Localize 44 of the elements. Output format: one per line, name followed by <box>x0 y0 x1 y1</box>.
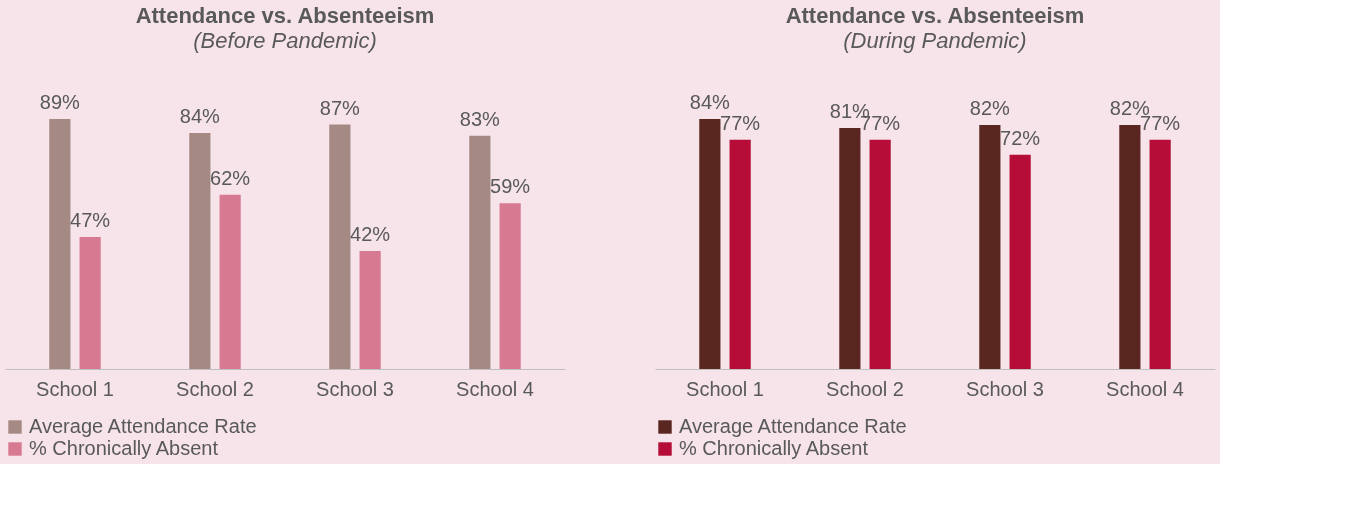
data-label: 84% <box>179 105 221 128</box>
data-label: 59% <box>490 175 531 198</box>
bar <box>79 236 101 369</box>
bar <box>359 251 381 369</box>
legend-label: Average Attendance Rate <box>29 415 257 437</box>
x-tick-label: School 3 <box>966 377 1044 400</box>
x-tick-label: School 1 <box>686 377 764 400</box>
bar <box>1149 139 1171 369</box>
bar <box>329 124 351 369</box>
data-label: 89% <box>39 91 81 113</box>
bar <box>49 119 71 369</box>
bar <box>1119 124 1141 369</box>
bar <box>699 119 721 369</box>
legend-label: Average Attendance Rate <box>679 415 907 437</box>
bar <box>979 124 1001 369</box>
chart-subtitle: (During Pandemic) <box>843 28 1027 53</box>
x-tick-label: School 4 <box>456 377 534 400</box>
chart-title: Attendance vs. Absenteeism <box>785 3 1085 28</box>
bar <box>729 139 751 369</box>
bar <box>469 135 491 369</box>
x-tick-label: School 4 <box>1106 377 1184 400</box>
bar <box>869 139 891 369</box>
x-tick-label: School 2 <box>826 377 904 400</box>
x-tick-label: School 1 <box>36 377 114 400</box>
x-tick-label: School 2 <box>176 377 254 400</box>
x-tick-label: School 3 <box>316 377 394 400</box>
bar <box>219 194 241 369</box>
bar <box>189 133 211 369</box>
data-label: 47% <box>70 208 111 231</box>
data-label: 62% <box>210 166 251 189</box>
data-label: 84% <box>689 91 731 113</box>
data-label: 87% <box>319 96 361 119</box>
chart-title: Attendance vs. Absenteeism <box>135 3 435 28</box>
data-label: 82% <box>969 96 1011 119</box>
data-label: 83% <box>459 107 501 130</box>
bar <box>1009 154 1031 369</box>
chart-subtitle: (Before Pandemic) <box>193 28 377 53</box>
bar <box>499 203 521 369</box>
data-label: 77% <box>720 111 761 134</box>
data-label: 72% <box>1000 126 1041 149</box>
data-label: 42% <box>350 223 391 246</box>
bar <box>839 127 861 369</box>
legend-label: % Chronically Absent <box>679 437 869 459</box>
legend-label: % Chronically Absent <box>29 437 219 459</box>
